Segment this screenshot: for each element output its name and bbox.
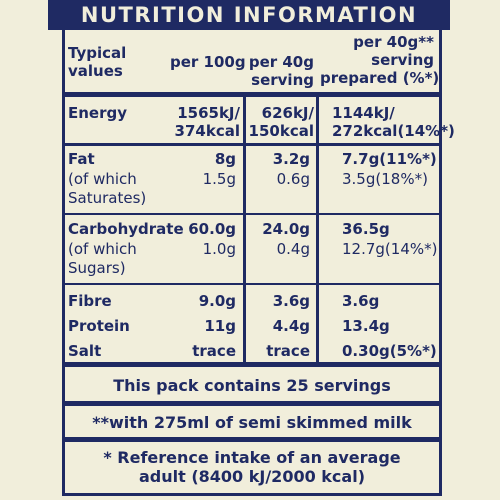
row-carbohydrate-per40g: 24.0g: [262, 220, 310, 238]
reference-note-line-2: adult (8400 kJ/2000 kcal): [138, 467, 365, 486]
row-protein-name: Protein: [68, 317, 130, 335]
sugars-divider: [62, 283, 442, 285]
header-divider: [62, 92, 442, 97]
row-sugars-name-1: (of which: [68, 240, 137, 258]
row-energy-per40g-kcal: 150kcal: [248, 122, 314, 140]
row-salt-per40g: trace: [266, 342, 310, 360]
row-sugars-per40g: 0.4g: [276, 240, 310, 258]
row-salt-per100g: trace: [192, 342, 236, 360]
table-bottom-divider: [62, 362, 442, 367]
row-energy-name: Energy: [68, 104, 128, 122]
header-per-100g: per 100g: [170, 53, 246, 71]
header-serving: serving: [251, 71, 314, 89]
row-carbohydrate-per100g: 60.0g: [188, 220, 236, 238]
header-serving-prepared: serving: [371, 51, 434, 69]
row-fibre-name: Fibre: [68, 292, 112, 310]
column-divider-2: [316, 97, 319, 362]
row-protein-per100g: 11g: [204, 317, 236, 335]
row-salt-name: Salt: [68, 342, 102, 360]
row-fat-per100g: 8g: [214, 150, 236, 168]
row-carbohydrate-name: Carbohydrate: [68, 220, 184, 238]
nutrition-title: NUTRITION INFORMATION: [48, 0, 450, 30]
row-energy-prepared-kj: 1144kJ/: [332, 104, 395, 122]
row-sugars-prepared: 12.7g(14%*): [342, 240, 438, 258]
saturates-divider: [62, 213, 442, 215]
row-fibre-prepared: 3.6g: [342, 292, 380, 310]
row-energy-per40g-kj: 626kJ/: [261, 104, 314, 122]
milk-note: **with 275ml of semi skimmed milk: [92, 413, 412, 432]
servings-note: This pack contains 25 servings: [113, 376, 391, 395]
header-per-40g: per 40g: [248, 53, 314, 71]
row-energy-per100g-kj: 1565kJ/: [177, 104, 240, 122]
row-fat-per40g: 3.2g: [272, 150, 310, 168]
row-energy-prepared-kcal: 272kcal(14%*): [332, 122, 455, 140]
row-fat-prepared: 7.7g(11%*): [342, 150, 437, 168]
header-per-40g-prepared: per 40g**: [353, 33, 434, 51]
reference-note-line-1: * Reference intake of an average: [103, 448, 401, 467]
row-fibre-per100g: 9.0g: [198, 292, 236, 310]
header-typical: Typical: [68, 44, 127, 62]
row-saturates-name-1: (of which: [68, 170, 137, 188]
table-frame: [62, 30, 442, 496]
row-saturates-per100g: 1.5g: [202, 170, 236, 188]
row-protein-prepared: 13.4g: [342, 317, 390, 335]
row-salt-prepared: 0.30g(5%*): [342, 342, 437, 360]
header-values: values: [68, 62, 123, 80]
row-saturates-prepared: 3.5g(18%*): [342, 170, 428, 188]
header-prepared-pct: prepared (%*): [320, 69, 440, 87]
row-fat-name: Fat: [68, 150, 95, 168]
row-fibre-per40g: 3.6g: [272, 292, 310, 310]
row-energy-per100g-kcal: 374kcal: [174, 122, 240, 140]
row-sugars-per100g: 1.0g: [202, 240, 236, 258]
milk-divider: [62, 437, 442, 442]
row-saturates-name-2: Saturates): [68, 189, 147, 207]
servings-divider: [62, 401, 442, 406]
energy-divider: [62, 143, 442, 146]
row-sugars-name-2: Sugars): [68, 259, 126, 277]
row-protein-per40g: 4.4g: [272, 317, 310, 335]
column-divider-1: [243, 97, 246, 362]
row-carbohydrate-prepared: 36.5g: [342, 220, 390, 238]
row-saturates-per40g: 0.6g: [276, 170, 310, 188]
